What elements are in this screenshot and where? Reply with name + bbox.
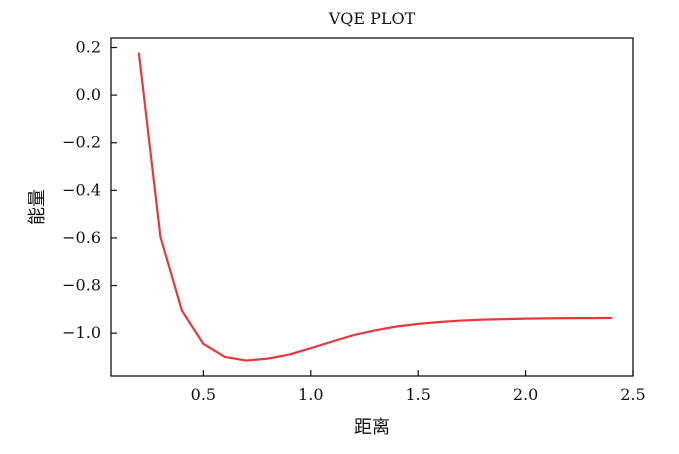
y-axis-label: 能量: [27, 189, 48, 225]
y-tick-label: −0.2: [62, 133, 101, 152]
y-tick-label: −0.4: [62, 180, 101, 199]
plot-frame: [110, 37, 634, 377]
y-tick-label: 0.0: [76, 85, 101, 104]
y-tick-label: −0.6: [62, 228, 101, 247]
y-tick-label: −1.0: [62, 323, 101, 342]
x-tick-label: 1.5: [405, 385, 430, 404]
x-axis-ticks: 0.5 1.0 1.5 2.0 2.5: [191, 370, 646, 404]
y-tick-label: −0.8: [62, 276, 101, 295]
x-axis-label: 距离: [354, 417, 390, 438]
x-tick-label: 0.5: [191, 385, 216, 404]
x-tick-label: 2.0: [513, 385, 538, 404]
x-tick-label: 2.5: [620, 385, 645, 404]
plot-area: [137, 52, 613, 362]
y-tick-label: 0.2: [76, 38, 101, 57]
y-axis-ticks: 0.2 0.0 −0.2 −0.4 −0.6 −0.8 −1.0: [62, 38, 117, 342]
energy-series-line: [137, 52, 613, 362]
x-tick-label: 1.0: [298, 385, 323, 404]
chart-title: VQE PLOT: [328, 9, 416, 28]
